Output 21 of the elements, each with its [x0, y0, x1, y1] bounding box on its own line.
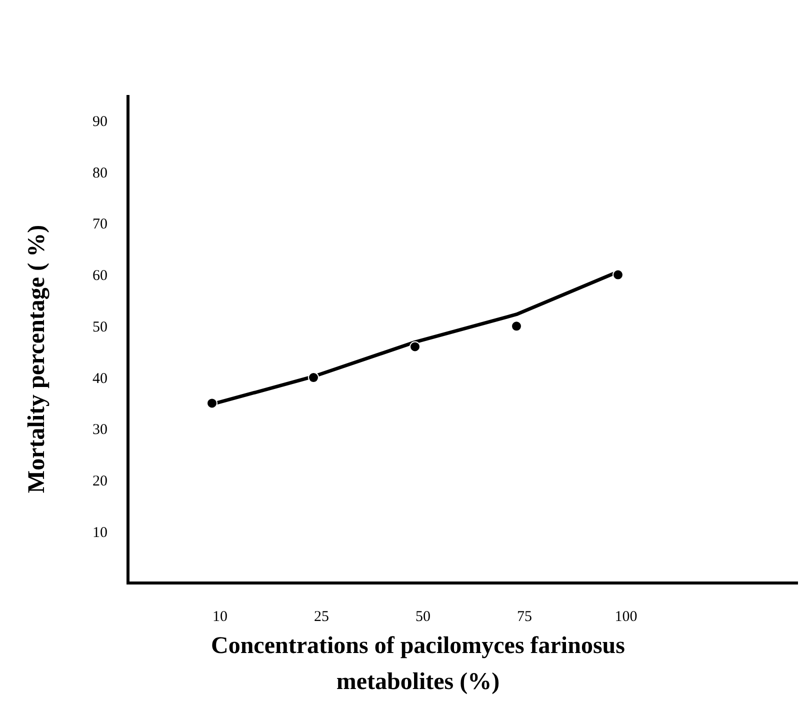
point [511, 320, 522, 332]
x-tick-label: 10 [212, 609, 228, 625]
x-tick-label: 100 [614, 609, 638, 625]
x-axis-title: Concentrations of pacilomyces farinosus metabolites (%) [211, 633, 625, 695]
y-tick-label: 90 [92, 114, 108, 130]
y-tick-label: 10 [92, 524, 108, 541]
x-tick-label: 75 [517, 609, 532, 625]
point [206, 398, 218, 409]
point [410, 341, 420, 352]
y-tick-label: 50 [92, 319, 108, 336]
y-tick-label: 40 [92, 370, 108, 387]
y-tick-label: 20 [92, 474, 108, 490]
y-axis-title: Mortality percentage ( %) [24, 224, 50, 494]
point [612, 269, 624, 280]
x-tick-label: 25 [314, 609, 329, 625]
y-tick-label: 80 [92, 165, 108, 182]
x-tick-label: 50 [416, 609, 430, 625]
y-tick-label: 70 [92, 216, 108, 233]
point [308, 372, 319, 384]
y-tick-label: 60 [92, 268, 108, 284]
y-tick-label: 30 [92, 422, 108, 438]
